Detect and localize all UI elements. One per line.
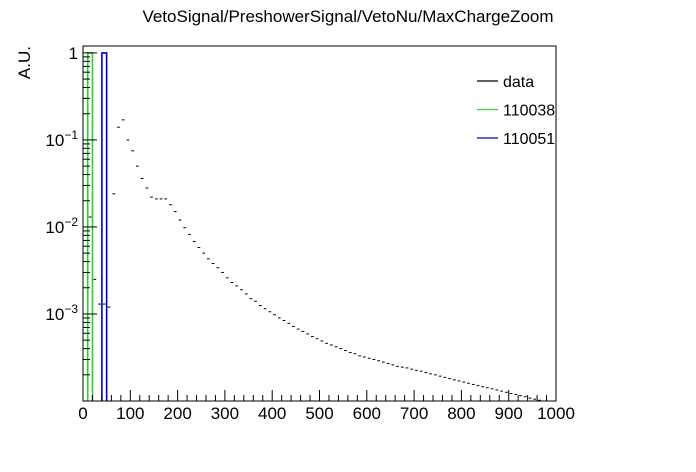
x-tick-label: 900 — [495, 404, 523, 423]
plot-frame — [82, 45, 557, 402]
legend-label-data: data — [503, 74, 534, 91]
legend-label-110051: 110051 — [503, 131, 555, 148]
chart-title: VetoSignal/PreshowerSignal/VetoNu/MaxCha… — [142, 7, 553, 26]
y-tick-label: 10−1 — [45, 128, 78, 150]
x-tick-label: 700 — [400, 404, 428, 423]
y-tick-label: 1 — [69, 44, 78, 63]
x-tick-label: 200 — [163, 404, 191, 423]
x-tick-label: 400 — [258, 404, 286, 423]
y-tick-label: 10−3 — [45, 302, 78, 324]
x-tick-label: 100 — [116, 404, 144, 423]
data-points-layer — [84, 97, 541, 401]
y-axis: 10−3 10−2 10−1 1 — [45, 44, 97, 402]
x-tick-label: 800 — [447, 404, 475, 423]
x-tick-label: 600 — [353, 404, 381, 423]
legend-label-110038: 110038 — [503, 103, 555, 120]
hist-bar-110051 — [101, 52, 108, 401]
x-tick-label: 1000 — [537, 404, 575, 423]
x-tick-label: 300 — [211, 404, 239, 423]
y-axis-label: A.U. — [15, 46, 34, 79]
x-tick-label: 0 — [78, 404, 87, 423]
x-axis: 0 100 200 300 400 500 600 700 800 900 1000 — [78, 390, 575, 423]
legend: data 110038 110051 — [477, 74, 555, 148]
y-tick-label: 10−2 — [45, 215, 78, 237]
x-tick-label: 500 — [305, 404, 333, 423]
